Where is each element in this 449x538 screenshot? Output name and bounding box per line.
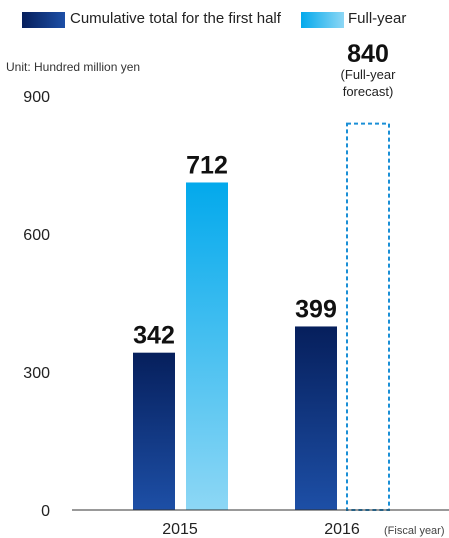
data-label-full-year-forecast: 840	[347, 40, 389, 68]
y-tick-label: 600	[23, 227, 50, 244]
y-tick-label: 300	[23, 365, 50, 382]
legend-label-first-half: Cumulative total for the first half	[70, 10, 281, 27]
y-tick-label: 900	[23, 89, 50, 106]
bar-full-year	[186, 182, 228, 511]
bar-first-half	[295, 326, 337, 510]
bar-first-half	[133, 352, 175, 510]
data-label-first-half: 342	[133, 322, 175, 350]
x-tick-label: 2015	[162, 521, 198, 538]
data-label-first-half: 399	[295, 295, 337, 323]
legend-swatch-first-half	[22, 12, 65, 28]
forecast-annotation-line-2: forecast)	[343, 84, 394, 99]
bar-full-year-forecast	[346, 122, 390, 511]
y-tick-label: 0	[41, 503, 50, 520]
legend-swatch-full-year	[301, 12, 344, 28]
x-tick-label: 2016	[324, 521, 360, 538]
x-axis-title: (Fiscal year)	[384, 525, 445, 537]
unit-label: Unit: Hundred million yen	[6, 60, 141, 74]
data-label-full-year: 712	[186, 151, 228, 179]
forecast-annotation-line-1: (Full-year	[341, 67, 397, 82]
legend-label-full-year: Full-year	[348, 10, 407, 27]
